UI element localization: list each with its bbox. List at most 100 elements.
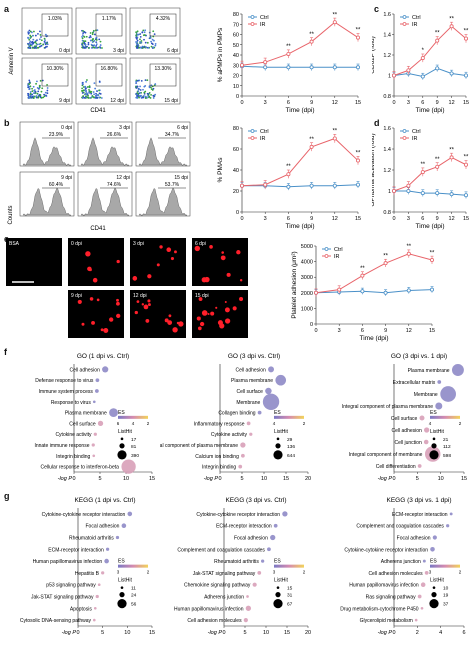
flow-b-histogram — [80, 137, 130, 167]
flow-dot — [86, 45, 88, 48]
significance-mark: ** — [332, 12, 337, 18]
significance-mark: ** — [464, 29, 469, 35]
flow-dot — [33, 89, 36, 91]
flow-dot — [143, 95, 145, 97]
flow-dot — [138, 46, 140, 49]
flow-b-time: 9 dpi — [61, 175, 72, 181]
es-tick-label: 3 — [273, 570, 276, 575]
flow-dot — [136, 94, 138, 97]
flow-dot — [143, 91, 146, 94]
x-tick-label: 20 — [305, 476, 311, 482]
micro-platelet — [81, 322, 85, 326]
micro-tile — [130, 238, 186, 286]
flow-dot — [93, 44, 96, 47]
flow-dot — [83, 93, 86, 96]
chart-kegg-3v1: KEGG (3 dpi vs. 1 dpi) 0 2 4 6 -log P ECM-rece… — [340, 497, 465, 636]
legend-marker — [324, 254, 329, 258]
flow-dot — [27, 94, 30, 97]
micro-platelet — [141, 303, 145, 306]
x-tick-label: 15 — [283, 476, 289, 482]
flow-dot — [32, 85, 35, 88]
flow-dot — [143, 34, 146, 36]
y-tick-label: 0.8 — [383, 210, 391, 216]
flow-dot — [95, 36, 98, 39]
micro-tile-label: 9 dpi — [71, 293, 82, 299]
flow-dot — [89, 96, 92, 99]
listhit-bubble — [273, 599, 283, 609]
flow-dot — [42, 96, 45, 99]
x-tick-label: 15 — [461, 476, 467, 482]
enrichment-bubble — [437, 380, 442, 384]
enrichment-bubble — [241, 453, 245, 458]
listhit-bubble — [120, 586, 124, 589]
x-tick-label: 4 — [439, 630, 442, 636]
micro-platelet — [224, 300, 227, 303]
enrichment-bubble — [261, 559, 265, 563]
flow-a-ylabel: Annexin V — [9, 47, 15, 74]
listhit-bubble — [276, 437, 280, 441]
y-tick-label: 40 — [233, 168, 239, 174]
flow-b-cell-frame — [19, 171, 75, 217]
flow-dot — [91, 46, 93, 49]
chart-adhesion: 0 1000 2000 3000 4000 5000 0 3 6 9 12 15 Time (dpi) P… — [291, 244, 435, 342]
x-tick-label: 10 — [438, 476, 444, 482]
term-label: Adherens junction — [204, 595, 244, 601]
flow-a-time: 3 dpi — [113, 48, 124, 54]
data-point-ir — [435, 164, 440, 169]
data-point-ctrl — [420, 74, 425, 79]
x-tick-label: 3 — [264, 100, 267, 106]
legend-label: IR — [334, 254, 340, 260]
micro-platelet — [132, 276, 138, 281]
data-point-ctrl — [309, 183, 314, 188]
term-label: Cytokine activity — [55, 432, 92, 438]
y-tick-label: 1.2 — [383, 53, 391, 59]
flow-dot — [143, 85, 146, 88]
chart-title: GO (1 dpi vs. Ctrl) — [77, 353, 129, 360]
significance-mark: ** — [406, 244, 411, 250]
flow-dot — [87, 97, 90, 99]
series-line-ctrl — [242, 184, 359, 188]
x-axis-label: -log P — [378, 476, 393, 482]
flow-b-histogram — [138, 137, 188, 167]
x-tick-label: 9 — [384, 328, 387, 334]
flow-dot — [136, 30, 139, 33]
flow-dot — [85, 95, 87, 98]
flow-dot — [99, 44, 102, 46]
flow-dot — [35, 95, 38, 97]
enrichment-bubble — [92, 618, 96, 622]
x-tick-label: 9 — [310, 100, 313, 106]
micro-platelet — [172, 327, 178, 333]
chart-apmp: 0 10 20 30 40 50 60 70 80 0 3 6 9 12 15 Time (dpi) % aPM… — [217, 12, 361, 114]
flow-dot — [29, 40, 32, 43]
flow-dot — [31, 34, 34, 37]
micro-tile-label: 3 dpi — [133, 241, 144, 247]
term-label: Plasma membrane — [65, 411, 107, 417]
series-line-ir — [241, 21, 359, 66]
term-label: Drug metabolism-cytochrome P450 — [340, 606, 419, 612]
term-label: p53 signaling pathway — [46, 583, 96, 589]
flow-dot — [153, 95, 155, 98]
term-label: Membrane — [236, 400, 260, 406]
x-tick-label: 15 — [355, 216, 361, 222]
series-line-ctrl — [315, 289, 433, 294]
micro-tile-label: 15 dpi — [195, 293, 209, 299]
flow-dot — [101, 47, 103, 49]
flow-a-dots — [81, 29, 103, 49]
micro-platelet — [156, 263, 160, 267]
data-point-ir — [464, 36, 469, 41]
x-tick-label: 3 — [338, 328, 341, 334]
data-point-ir — [429, 258, 434, 263]
term-label: Cell adhesion — [70, 367, 101, 373]
flow-dot — [152, 46, 155, 49]
flow-a-gate — [41, 13, 69, 37]
flow-b-pct: 53.7% — [165, 182, 180, 188]
flow-dot — [81, 35, 83, 38]
flow-dot — [152, 97, 155, 99]
flow-dot — [38, 86, 41, 88]
micro-platelet — [178, 321, 184, 327]
flow-dot — [151, 43, 154, 46]
enrichment-bubble — [121, 523, 127, 529]
listhit-value: 644 — [287, 453, 295, 459]
y-tick-label: 0.8 — [383, 94, 391, 100]
x-tick-label: 10 — [261, 476, 267, 482]
